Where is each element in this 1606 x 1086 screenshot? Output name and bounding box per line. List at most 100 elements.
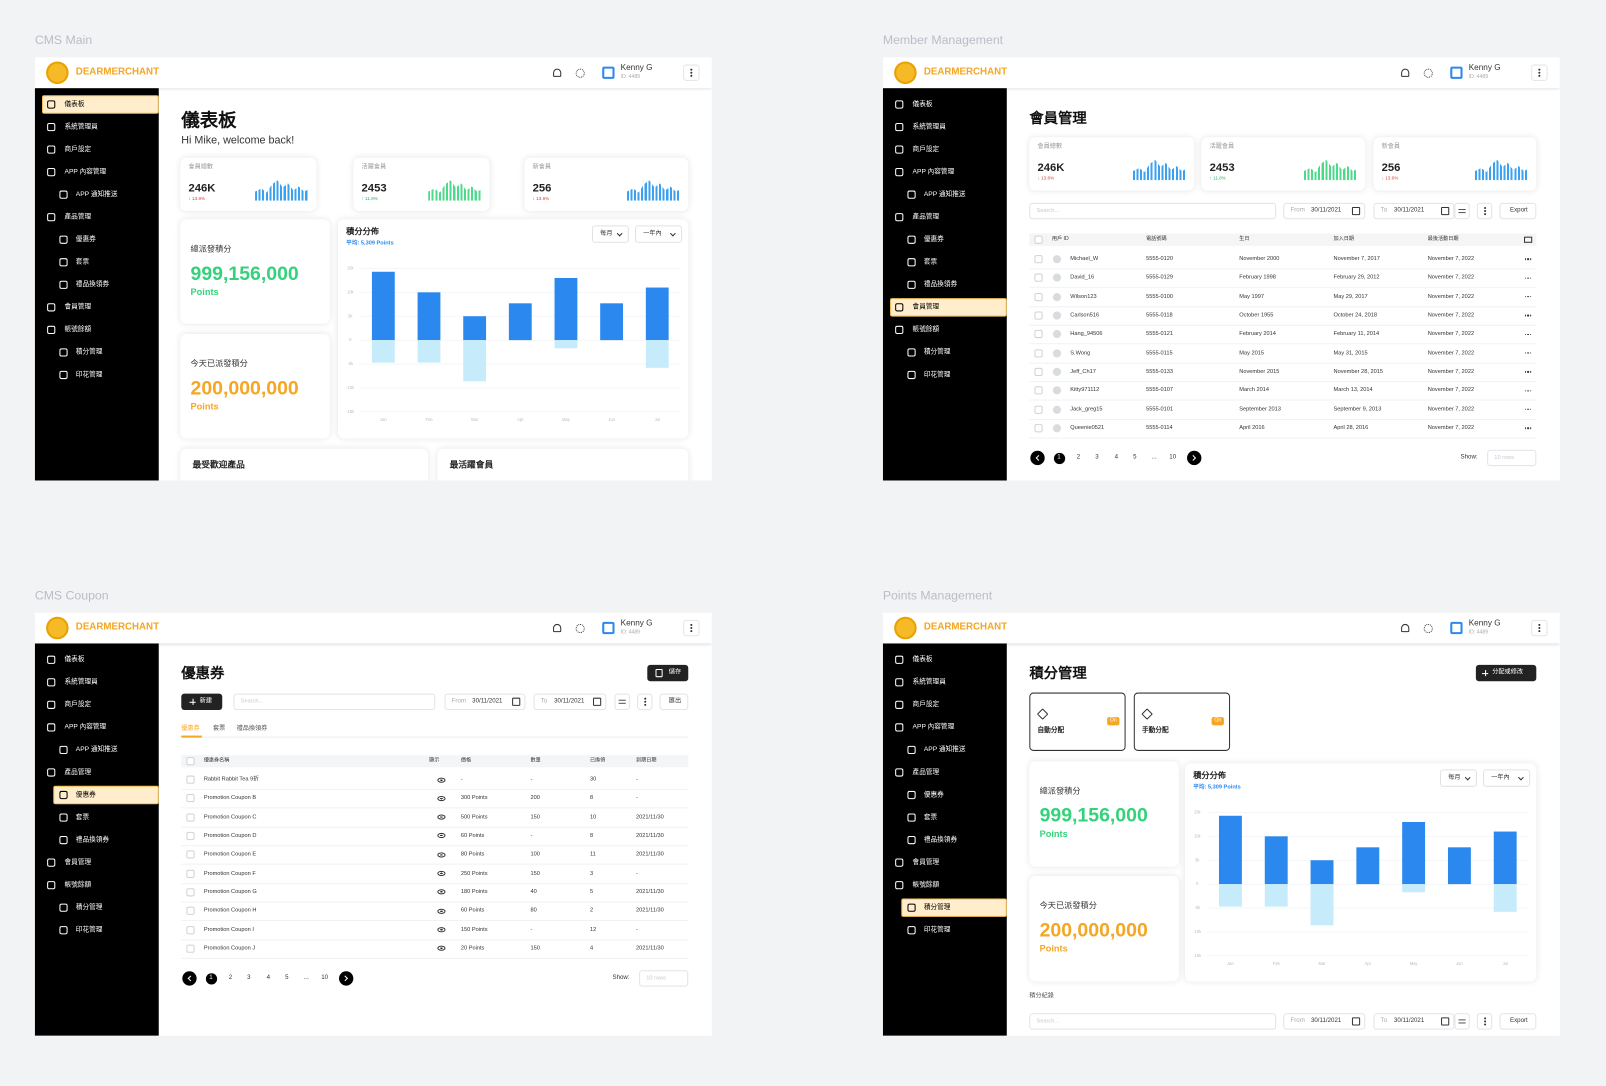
show-label: Show: [612, 974, 630, 982]
row-more [1527, 408, 1529, 411]
points-value: 200,000,000 [190, 378, 299, 400]
menu-icon [907, 258, 916, 267]
bar [1264, 836, 1288, 885]
menu-item: 優惠券 [923, 235, 944, 244]
dot [1483, 213, 1486, 216]
screen: DEARMERCHANT Kenny G ID: 4489 儀表板 系統管理員 商戶設定 A… [34, 612, 712, 1036]
eye-icon [437, 889, 446, 895]
cell: David_16 [1070, 274, 1095, 281]
cell: November 7, 2022 [1427, 387, 1475, 394]
menu-item: 印花管理 [923, 371, 951, 379]
header [882, 612, 1560, 644]
cell: 250 Points [460, 870, 488, 877]
bar [554, 340, 578, 349]
row-more [1529, 314, 1532, 317]
sparkline [1132, 159, 1187, 181]
date-value: 30/11/2021 [1310, 207, 1342, 214]
menu-icon [907, 280, 916, 289]
cell: - [530, 926, 533, 933]
points-unit: Points [1039, 943, 1068, 954]
points-card: 總派發積分 999,156,000 Points [1029, 761, 1179, 867]
row-more [1527, 296, 1529, 298]
menu-item: 會員管理 [912, 858, 940, 866]
assign-label: 分配或修改 [1492, 669, 1524, 676]
row-divider [181, 882, 689, 884]
menu-item: 產品管理 [64, 213, 92, 221]
panel-label: CMS Coupon [34, 588, 109, 603]
menu-icon [895, 100, 904, 109]
cell: 500 Points [460, 813, 488, 821]
chart-plot: -15k -10k -5k 0 5k 10k 15k Jan Feb Mar Apr May Jun Ju… [1193, 810, 1529, 966]
page-number: 3 [1095, 454, 1099, 461]
column-header: 優惠券名稱 [203, 757, 230, 764]
y-tick-label: -5k [347, 361, 354, 366]
menu-active [53, 785, 159, 805]
cell: November 7, 2022 [1427, 368, 1475, 375]
checkbox [1034, 367, 1043, 376]
checkbox [1034, 255, 1043, 264]
checkbox [186, 944, 195, 953]
filter-button [614, 693, 630, 710]
stat-label: 活躍會員 [1209, 143, 1235, 151]
y-tick-label: 0 [1196, 881, 1199, 886]
checkbox [1034, 386, 1043, 395]
date-label: From [1290, 207, 1305, 214]
cell: Rabbit Rabbit Tea 9折 [203, 776, 259, 783]
row-divider [1029, 268, 1537, 270]
stat-value: 2453 [1209, 161, 1235, 174]
column-header: 加入日期 [1333, 235, 1355, 242]
page-current [1053, 452, 1065, 464]
checkbox [186, 888, 195, 897]
status-label: On [1214, 717, 1222, 724]
sparkline [255, 180, 309, 201]
user-id: ID: 4489 [620, 73, 641, 81]
brand: DEARMERCHANT [923, 66, 1008, 78]
menu-icon [47, 881, 56, 890]
date-field: To 30/11/2021 [1373, 202, 1455, 220]
menu-item: 套票 [75, 258, 90, 266]
screen: DEARMERCHANT Kenny G ID: 4489 儀表板 系統管理員 商戶設定 A… [882, 612, 1560, 1036]
menu-item: 禮品換領券 [923, 280, 958, 289]
chart-subtitle: 平均: 5,309 Points [1193, 784, 1241, 791]
row-divider [181, 957, 689, 959]
cell: October 1955 [1239, 312, 1274, 319]
menu-icon [59, 280, 68, 289]
page-number: 10 [321, 974, 329, 982]
row-more [1524, 296, 1527, 298]
row-more [1529, 408, 1532, 411]
org-logo [1450, 621, 1463, 635]
menu-icon [59, 235, 68, 244]
column-header: 電話號碼 [1146, 235, 1167, 242]
eye-icon [437, 814, 446, 820]
brand: DEARMERCHANT [923, 621, 1008, 633]
menu-item: 禮品換領券 [75, 280, 110, 289]
menu-item: 積分管理 [923, 348, 951, 356]
menu-icon [59, 926, 68, 935]
row-divider [1029, 287, 1537, 289]
cell: 60 Points [460, 832, 485, 839]
section-title: 積分紀錄 [1029, 993, 1054, 1000]
cell: November 7, 2022 [1427, 424, 1475, 432]
org-logo [602, 621, 615, 635]
checkbox [186, 925, 195, 934]
rows-select: 10 rows [1487, 449, 1537, 467]
x-tick-label: Jul [655, 417, 660, 422]
page-number: 2 [228, 974, 233, 982]
bar [508, 303, 532, 341]
menu-item: 會員管理 [64, 858, 92, 866]
gear-icon [1423, 623, 1433, 634]
bar [1310, 860, 1334, 885]
cell: 5555-0114 [1146, 424, 1173, 432]
menu-button [1531, 64, 1548, 81]
points-unit: Points [190, 401, 219, 412]
cell: - [636, 795, 638, 802]
menu-icon [59, 258, 68, 267]
menu-item: 系統管理員 [64, 678, 98, 686]
mode-icon [1141, 708, 1153, 720]
bar [1356, 847, 1380, 885]
dropdown-label: 每月 [1448, 775, 1461, 782]
cell: 5555-0121 [1146, 331, 1174, 338]
cell: 5555-0115 [1146, 349, 1173, 356]
cell: 4 [589, 945, 594, 952]
assign-button: 分配或修改 [1475, 664, 1537, 682]
